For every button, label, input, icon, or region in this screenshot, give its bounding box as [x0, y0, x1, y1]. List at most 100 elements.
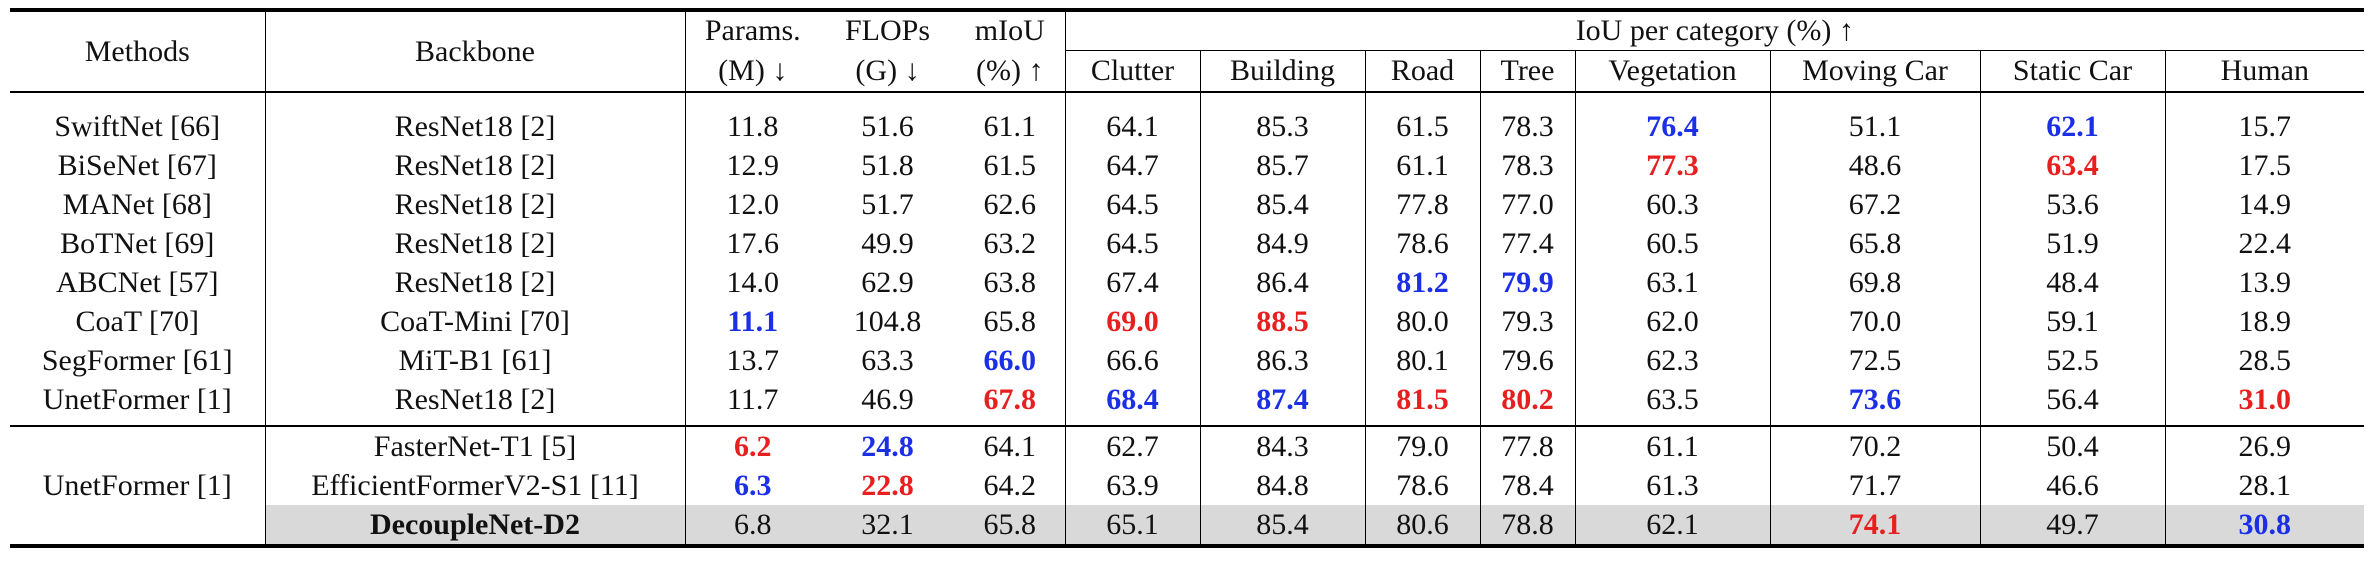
flops-cell: 62.9: [861, 265, 914, 299]
header-backbone: Backbone: [265, 10, 686, 92]
building-cell: 84.9: [1200, 224, 1366, 263]
moving-car-cell: 72.5: [1770, 341, 1981, 380]
miou-cell: 65.8: [955, 505, 1066, 546]
human-cell: 26.9: [2165, 425, 2365, 466]
header-row-2: (M) ↓ (G) ↓ (%) ↑ Clutter Building Road …: [10, 50, 2364, 92]
moving-car-cell: 74.1: [1770, 505, 1981, 546]
road-cell: 80.0: [1365, 302, 1481, 341]
header-building: Building: [1200, 50, 1366, 92]
method-cell: SegFormer [61]: [10, 341, 266, 380]
vegetation-cell: 60.5: [1575, 224, 1771, 263]
vegetation-cell: 61.3: [1575, 466, 1771, 505]
miou-cell: 64.1: [955, 425, 1066, 466]
method-cell: BoTNet [69]: [10, 224, 266, 263]
method-cell: [10, 505, 266, 546]
params-cell: 11.8: [685, 91, 820, 146]
params-cell: 12.9: [726, 148, 780, 182]
road-cell: 79.0: [1365, 425, 1481, 466]
header-road: Road: [1365, 50, 1481, 92]
backbone-cell: EfficientFormerV2-S1 [11]: [265, 466, 686, 505]
miou-cell: 63.8: [955, 263, 1066, 302]
static-car-cell: 48.4: [1980, 263, 2166, 302]
static-car-cell: 46.6: [1980, 466, 2166, 505]
backbone-cell: ResNet18 [2]: [265, 146, 686, 185]
method-cell: UnetFormer [1]: [10, 466, 266, 505]
header-static-car: Static Car: [1980, 50, 2166, 92]
building-cell: 84.8: [1200, 466, 1366, 505]
tree-cell: 77.4: [1480, 224, 1576, 263]
header-miou-line2: (%) ↑: [955, 50, 1066, 92]
tree-cell: 77.8: [1480, 425, 1576, 466]
moving-car-cell: 67.2: [1770, 185, 1981, 224]
vegetation-cell: 61.1: [1575, 425, 1771, 466]
flops-cell: 32.1: [820, 505, 955, 546]
human-cell: 28.5: [2238, 343, 2292, 377]
road-cell: 61.1: [1365, 146, 1481, 185]
flops-cell: 51.7: [861, 187, 914, 221]
params-cell: 11.7: [727, 382, 779, 416]
header-human: Human: [2220, 54, 2309, 87]
human-cell: 22.4: [2238, 226, 2292, 260]
road-cell: 81.2: [1365, 263, 1481, 302]
static-car-cell: 52.5: [1980, 341, 2166, 380]
miou-cell: 64.2: [955, 466, 1066, 505]
tree-cell: 78.8: [1480, 505, 1576, 546]
road-cell: 77.8: [1365, 185, 1481, 224]
human-cell: 30.8: [2165, 505, 2365, 546]
backbone-cell: ResNet18 [2]: [265, 224, 686, 263]
miou-cell: 65.8: [955, 302, 1066, 341]
moving-car-cell: 65.8: [1770, 224, 1981, 263]
header-tree: Tree: [1480, 50, 1576, 92]
road-cell: 78.6: [1365, 466, 1481, 505]
flops-cell: 104.8: [853, 304, 922, 338]
table-row: BoTNet [69] ResNet18 [2] 17.6 49.9 63.2 …: [10, 224, 2364, 263]
table-row: MANet [68] ResNet18 [2] 12.0 51.7 62.6 6…: [10, 185, 2364, 224]
miou-cell: 62.6: [955, 185, 1066, 224]
clutter-cell: 64.5: [1065, 185, 1201, 224]
table-row: ABCNet [57] ResNet18 [2] 14.0 62.9 63.8 …: [10, 263, 2364, 302]
building-cell: 86.3: [1200, 341, 1366, 380]
clutter-cell: 69.0: [1065, 302, 1201, 341]
moving-car-cell: 73.6: [1770, 380, 1981, 426]
moving-car-cell: 71.7: [1770, 466, 1981, 505]
road-cell: 78.6: [1365, 224, 1481, 263]
backbone-cell: ResNet18 [2]: [265, 380, 686, 426]
vegetation-cell: 62.0: [1575, 302, 1771, 341]
params-cell: 13.7: [726, 343, 780, 377]
human-cell: 31.0: [2238, 382, 2292, 416]
building-cell: 88.5: [1200, 302, 1366, 341]
building-cell: 87.4: [1200, 380, 1366, 426]
vegetation-cell: 76.4: [1575, 91, 1771, 146]
building-cell: 85.4: [1200, 505, 1366, 546]
tree-cell: 80.2: [1480, 380, 1576, 426]
road-cell: 80.1: [1365, 341, 1481, 380]
miou-cell: 67.8: [955, 380, 1066, 426]
miou-cell: 61.1: [955, 91, 1066, 146]
vegetation-cell: 63.1: [1575, 263, 1771, 302]
params-cell: 6.2: [685, 425, 820, 466]
table-row: CoaT [70] CoaT-Mini [70] 11.1 104.8 65.8…: [10, 302, 2364, 341]
header-moving-car: Moving Car: [1770, 50, 1981, 92]
miou-cell: 63.2: [955, 224, 1066, 263]
vegetation-cell: 60.3: [1575, 185, 1771, 224]
results-table: Methods Backbone Params. FLOPs mIoU IoU …: [10, 8, 2365, 548]
clutter-cell: 64.5: [1065, 224, 1201, 263]
building-cell: 85.3: [1200, 91, 1366, 146]
human-cell: 28.1: [2238, 468, 2292, 502]
clutter-cell: 65.1: [1065, 505, 1201, 546]
backbone-cell: FasterNet-T1 [5]: [265, 425, 686, 466]
backbone-cell: ResNet18 [2]: [265, 185, 686, 224]
moving-car-cell: 69.8: [1770, 263, 1981, 302]
human-cell: 13.9: [2238, 265, 2292, 299]
method-cell: MANet [68]: [10, 185, 266, 224]
flops-cell: 51.8: [861, 148, 914, 182]
backbone-cell: CoaT-Mini [70]: [265, 302, 686, 341]
human-cell: 15.7: [2165, 91, 2365, 146]
backbone-cell: MiT-B1 [61]: [265, 341, 686, 380]
params-cell: 12.0: [726, 187, 780, 221]
clutter-cell: 63.9: [1065, 466, 1201, 505]
flops-cell: 22.8: [861, 468, 914, 502]
params-cell: 6.8: [685, 505, 820, 546]
moving-car-cell: 70.2: [1770, 425, 1981, 466]
method-cell: BiSeNet [67]: [10, 146, 266, 185]
